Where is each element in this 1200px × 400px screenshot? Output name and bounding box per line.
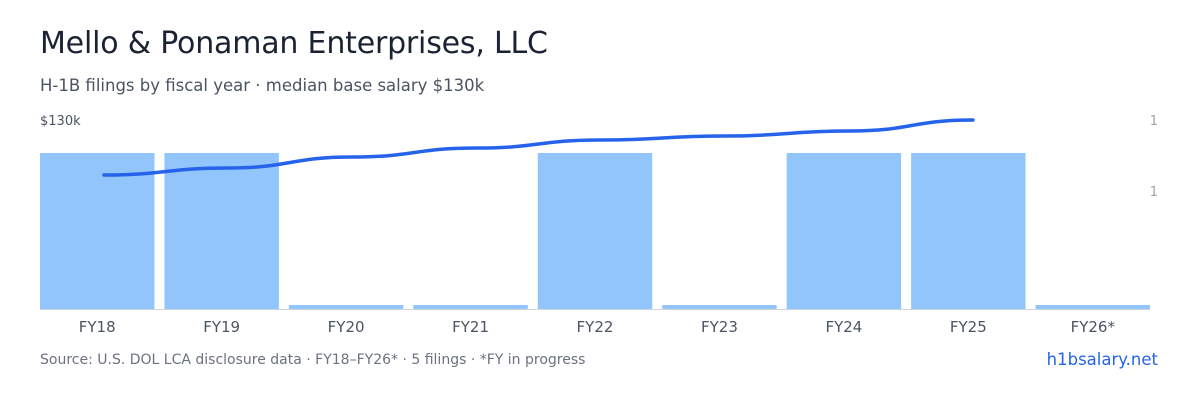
- bar-FY20: [288, 305, 404, 309]
- left-axis-tick: $130k: [40, 114, 81, 129]
- x-tick-FY21: FY21: [452, 318, 489, 336]
- salary-trend-line: [102, 118, 975, 177]
- footer-brand-link[interactable]: h1bsalary.net: [1046, 350, 1158, 369]
- footer-source: Source: U.S. DOL LCA disclosure data · F…: [40, 352, 586, 368]
- x-tick-labels: FY18 FY19 FY20 FY21 FY22 FY23 FY24 FY25 FY26*: [79, 318, 1116, 336]
- right-axis-tick-top: 1: [1150, 114, 1158, 129]
- x-tick-FY26: FY26*: [1071, 318, 1116, 336]
- right-axis-tick-mid: 1: [1150, 185, 1158, 200]
- bar-FY23: [662, 305, 777, 309]
- x-tick-FY18: FY18: [79, 318, 116, 336]
- bar-FY21: [413, 305, 528, 309]
- bar-FY22: [537, 153, 653, 309]
- x-tick-FY20: FY20: [328, 318, 365, 336]
- x-tick-FY19: FY19: [203, 318, 240, 336]
- bar-FY25: [911, 153, 1026, 309]
- x-tick-FY25: FY25: [950, 318, 987, 336]
- bar-group: [40, 153, 1150, 309]
- chart-title: Mello & Ponaman Enterprises, LLC: [40, 26, 548, 61]
- bar-FY19: [164, 153, 279, 309]
- x-tick-FY23: FY23: [701, 318, 738, 336]
- bar-FY24: [786, 153, 902, 309]
- x-tick-FY22: FY22: [577, 318, 614, 336]
- bar-FY18: [40, 153, 155, 309]
- chart-subtitle: H-1B filings by fiscal year · median bas…: [40, 76, 485, 95]
- x-tick-FY24: FY24: [825, 318, 862, 336]
- bar-FY26: [1035, 305, 1150, 309]
